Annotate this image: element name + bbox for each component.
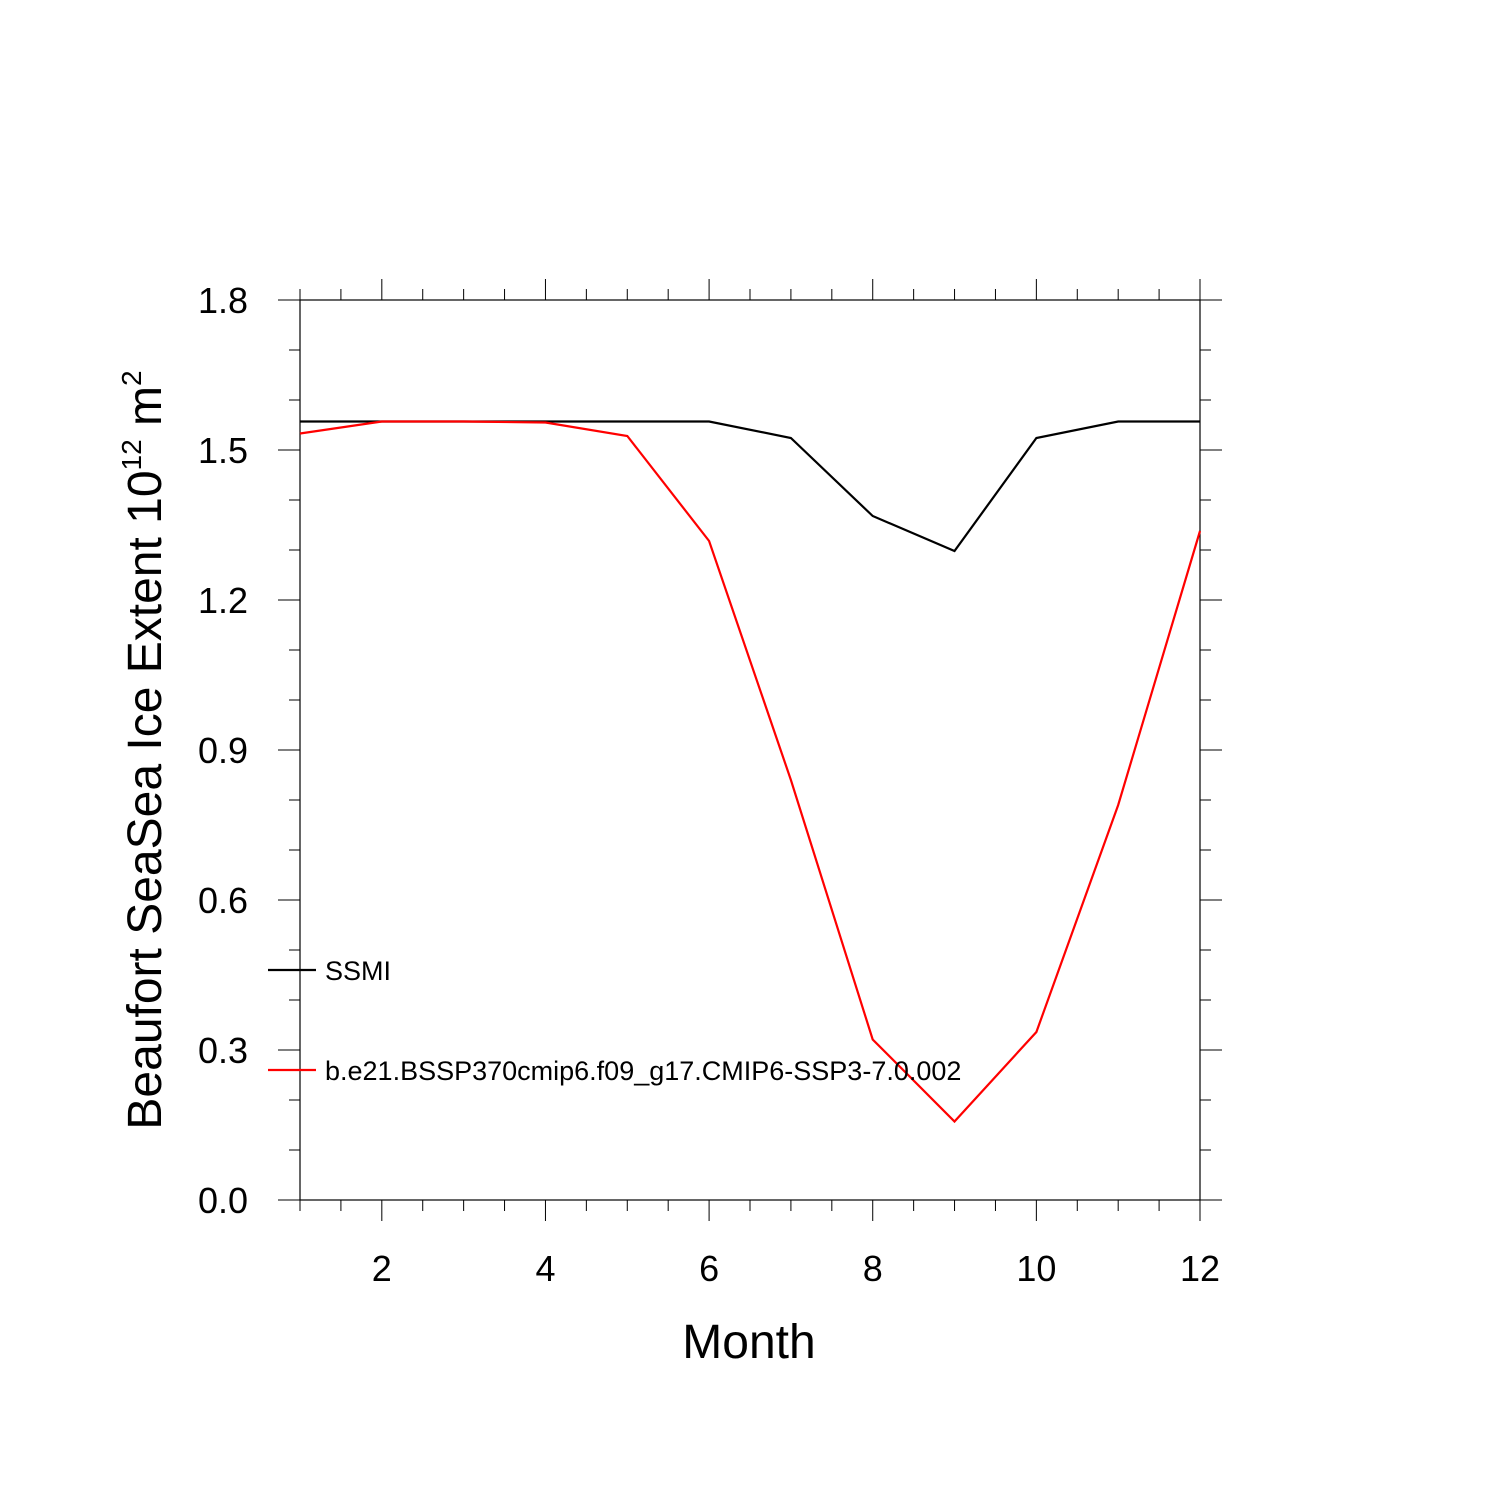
x-tick-label: 8: [863, 1248, 883, 1289]
y-tick-label: 0.9: [198, 730, 248, 771]
axis-ticks: [278, 279, 1222, 1221]
series-line: [299, 420, 1202, 1124]
legend-label: SSMI: [325, 956, 391, 986]
tick-labels: 2 4 6 8 10 12 0.0 0.3 0.6 0.9 1.2 1.5 1.8: [198, 280, 1220, 1289]
y-tick-label: 1.2: [198, 580, 248, 621]
y-tick-label: 0.3: [198, 1030, 248, 1071]
y-axis-label-unit: m: [119, 386, 172, 439]
y-axis-label-exp2: 2: [116, 370, 147, 386]
x-tick-label: 2: [372, 1248, 392, 1289]
legend: SSMI b.e21.BSSP370cmip6.f09_g17.CMIP6-SSP…: [268, 956, 961, 1086]
x-axis-label: Month: [682, 1316, 815, 1369]
y-axis-label: Beaufort SeaSea Ice Extent 1012 m2: [116, 370, 172, 1129]
x-tick-label: 10: [1016, 1248, 1056, 1289]
x-tick-label: 4: [535, 1248, 555, 1289]
plot-frame: [299, 299, 1201, 1201]
y-tick-label: 0.6: [198, 880, 248, 921]
y-tick-label: 0.0: [198, 1180, 248, 1221]
legend-label: b.e21.BSSP370cmip6.f09_g17.CMIP6-SSP3-7.…: [325, 1056, 961, 1086]
series-layer: [299, 420, 1202, 1124]
x-tick-label: 12: [1180, 1248, 1220, 1289]
series-line: [300, 420, 1200, 553]
x-tick-label: 6: [699, 1248, 719, 1289]
y-tick-label: 1.5: [198, 430, 248, 471]
y-axis-label-text: Beaufort SeaSea Ice Extent 10: [119, 470, 172, 1129]
y-tick-label: 1.8: [198, 280, 248, 321]
y-axis-label-exp1: 12: [116, 439, 147, 470]
